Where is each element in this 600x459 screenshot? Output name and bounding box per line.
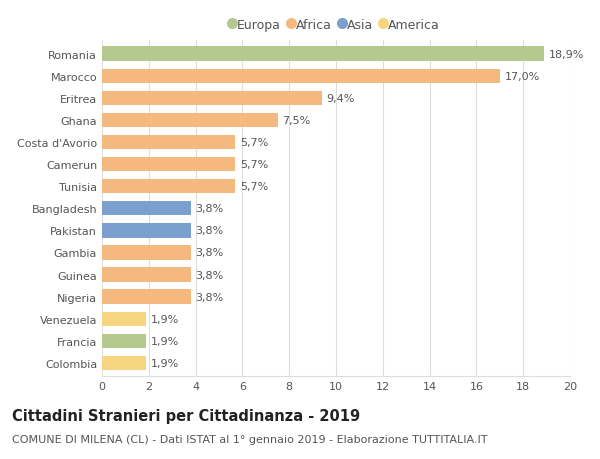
Bar [102,246,191,260]
Bar [102,179,235,194]
Text: 3,8%: 3,8% [196,226,224,236]
Text: 1,9%: 1,9% [151,358,179,368]
Text: 5,7%: 5,7% [240,160,268,170]
Bar [102,290,191,304]
Bar [102,224,191,238]
Bar [102,202,191,216]
Text: Cittadini Stranieri per Cittadinanza - 2019: Cittadini Stranieri per Cittadinanza - 2… [12,409,360,424]
Bar [102,47,544,62]
Bar [102,268,191,282]
Text: 1,9%: 1,9% [151,314,179,324]
Bar [102,356,146,370]
Text: 18,9%: 18,9% [549,50,584,60]
Bar [102,312,146,326]
Text: 1,9%: 1,9% [151,336,179,346]
Text: 3,8%: 3,8% [196,292,224,302]
Text: 9,4%: 9,4% [326,94,355,104]
Bar [102,135,235,150]
Bar [102,334,146,348]
Bar [102,91,322,106]
Text: 3,8%: 3,8% [196,270,224,280]
Text: COMUNE DI MILENA (CL) - Dati ISTAT al 1° gennaio 2019 - Elaborazione TUTTITALIA.: COMUNE DI MILENA (CL) - Dati ISTAT al 1°… [12,434,487,444]
Text: 17,0%: 17,0% [505,72,540,82]
Text: 7,5%: 7,5% [282,116,310,126]
Text: 3,8%: 3,8% [196,204,224,214]
Text: 5,7%: 5,7% [240,138,268,148]
Text: 3,8%: 3,8% [196,248,224,258]
Bar [102,157,235,172]
Bar [102,69,500,84]
Legend: Europa, Africa, Asia, America: Europa, Africa, Asia, America [232,19,440,32]
Bar [102,113,278,128]
Text: 5,7%: 5,7% [240,182,268,192]
